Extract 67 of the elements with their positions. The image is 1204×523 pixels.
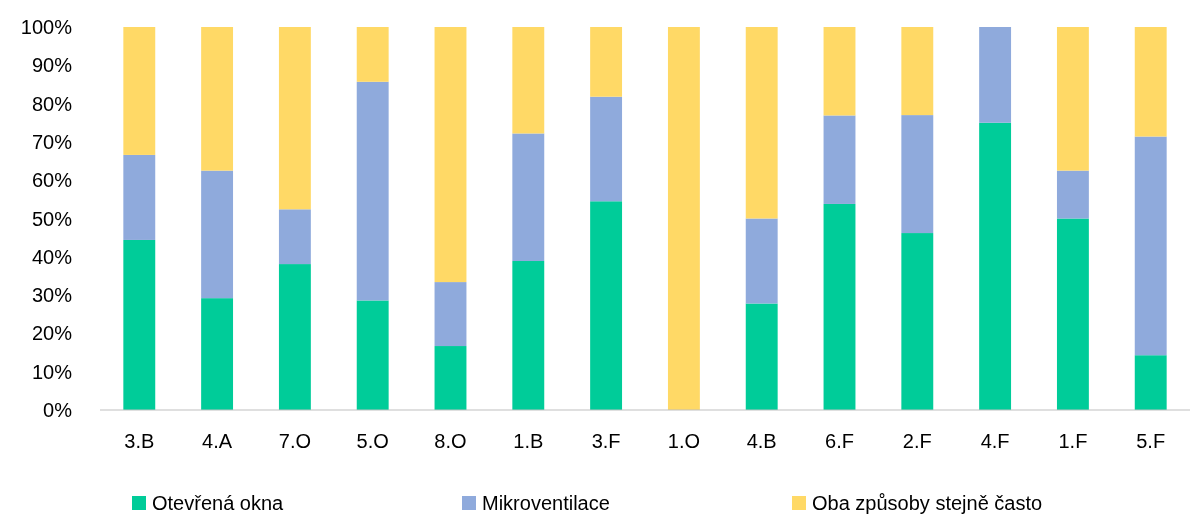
bar [356, 27, 389, 82]
bar [278, 209, 311, 265]
bar [123, 27, 156, 155]
bar [1134, 136, 1167, 356]
bar [1134, 355, 1167, 410]
bar [823, 27, 856, 116]
x-tick-label: 5.O [356, 430, 389, 452]
bar [201, 27, 234, 171]
bar [512, 261, 545, 410]
bar [512, 133, 545, 262]
bar [979, 27, 1012, 123]
bar [745, 27, 778, 219]
bar [823, 115, 856, 204]
x-tick-label: 4.F [980, 430, 1010, 452]
bar [356, 81, 389, 301]
bar [123, 154, 156, 240]
bar [901, 233, 934, 410]
bar [434, 27, 467, 283]
bar [1056, 170, 1089, 219]
x-tick-label: 1.B [513, 430, 544, 452]
bar [278, 27, 311, 210]
y-tick-label: 100% [20, 16, 73, 38]
bar [745, 303, 778, 410]
legend-label: Oba způsoby stejně často [812, 492, 1043, 514]
y-tick-label: 0% [43, 399, 73, 421]
x-tick-label: 3.F [591, 430, 621, 452]
y-tick-label: 30% [31, 284, 73, 307]
y-tick-label: 70% [31, 130, 73, 153]
bar [201, 170, 234, 299]
bar [823, 203, 856, 410]
x-tick-label: 5.F [1136, 430, 1166, 452]
bar [901, 27, 934, 116]
bar [434, 346, 467, 410]
bar [745, 218, 778, 304]
bar [356, 300, 389, 410]
bar [278, 264, 311, 410]
x-tick-label: 7.O [278, 430, 312, 452]
y-tick-label: 40% [31, 245, 73, 268]
bar [979, 122, 1012, 410]
y-tick-label: 80% [31, 92, 73, 115]
bar [590, 96, 623, 202]
x-tick-label: 2.F [902, 430, 932, 452]
y-tick-label: 60% [31, 169, 73, 192]
bar [1134, 27, 1167, 137]
x-tick-label: 4.A [202, 430, 233, 452]
bar [590, 201, 623, 410]
y-tick-label: 10% [31, 360, 73, 383]
x-tick-label: 1.O [667, 430, 701, 452]
bar [512, 27, 545, 134]
bar [667, 27, 700, 410]
legend-label: Mikroventilace [482, 492, 610, 514]
bar [590, 27, 623, 97]
y-tick-label: 50% [31, 207, 73, 230]
bar [1056, 218, 1089, 410]
x-tick-label: 8.O [434, 430, 467, 452]
legend-label: Otevřená okna [152, 492, 285, 514]
x-tick-label: 3.B [124, 430, 155, 452]
bar [1056, 27, 1089, 171]
bar [123, 239, 156, 410]
y-tick-label: 20% [31, 322, 73, 345]
x-tick-label: 6.F [825, 430, 854, 452]
bar [201, 298, 234, 410]
x-tick-label: 1.F [1058, 430, 1088, 452]
x-tick-label: 4.B [746, 430, 777, 452]
bar [901, 115, 934, 234]
y-tick-label: 90% [31, 54, 73, 77]
bar [434, 282, 467, 347]
